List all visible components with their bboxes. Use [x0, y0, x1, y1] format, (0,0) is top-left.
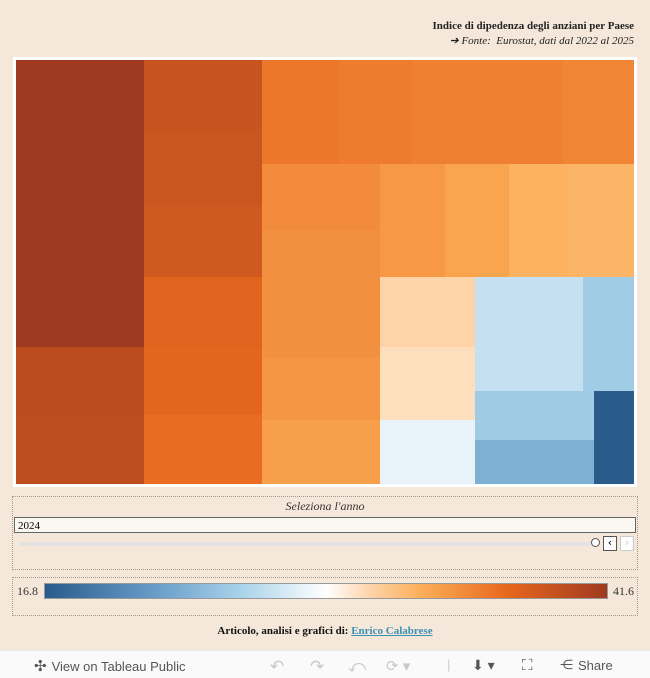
view-on-tableau-button[interactable]: ✣ View on Tableau Public: [34, 657, 186, 675]
share-label: Share: [578, 657, 613, 673]
year-filter: Seleziona l'anno 2024 ‹ ›: [12, 496, 638, 570]
refresh-icon[interactable]: ⟳ ▾: [386, 658, 411, 675]
download-icon[interactable]: ⬇ ▾: [472, 657, 495, 673]
tableau-toolbar: ✣ View on Tableau Public ↶ ↷ ⤺ ⟳ ▾ | ⬇ ▾…: [0, 650, 650, 678]
treemap-tile[interactable]: [144, 60, 262, 130]
treemap-tile[interactable]: [475, 440, 594, 484]
next-year-button[interactable]: ›: [620, 536, 634, 551]
legend-max: 41.6: [613, 584, 634, 598]
credit-text: Articolo, analisi e grafici di:: [217, 625, 349, 637]
credit-line: Articolo, analisi e grafici di: Enrico C…: [0, 625, 650, 637]
treemap-tile[interactable]: [486, 60, 562, 164]
treemap-chart: [13, 57, 637, 487]
legend-gradient: [44, 583, 608, 599]
treemap-tile[interactable]: [144, 130, 262, 205]
treemap-tile[interactable]: [380, 347, 475, 420]
treemap-tile[interactable]: [445, 164, 509, 277]
treemap-tile[interactable]: [144, 205, 262, 277]
redo-icon[interactable]: ↷: [310, 657, 325, 676]
treemap-tile[interactable]: [583, 277, 634, 391]
treemap-tile[interactable]: [380, 277, 475, 347]
dashboard-title: Indice di dipedenza degli anziani per Pa…: [433, 19, 634, 49]
treemap-tile[interactable]: [16, 60, 144, 347]
fullscreen-icon[interactable]: ⛶: [522, 657, 533, 674]
year-dropdown[interactable]: 2024: [14, 517, 636, 533]
treemap-tile[interactable]: [144, 347, 262, 415]
revert-icon[interactable]: ⤺: [348, 657, 367, 676]
source-prefix: ➔ Fonte:: [449, 35, 491, 47]
year-slider-handle[interactable]: [591, 538, 600, 547]
treemap-tile[interactable]: [568, 164, 634, 277]
title-text: Indice di dipedenza degli anziani per Pa…: [432, 20, 634, 32]
view-label: View on Tableau Public: [51, 658, 186, 674]
treemap-tile[interactable]: [338, 60, 412, 164]
treemap-tile[interactable]: [380, 420, 475, 484]
treemap-tile[interactable]: [475, 277, 583, 391]
share-button[interactable]: ⋲ Share: [560, 657, 613, 673]
tableau-logo-icon: ✣: [34, 658, 47, 675]
treemap-tile[interactable]: [412, 60, 486, 164]
treemap-tile[interactable]: [380, 164, 445, 277]
treemap-tile[interactable]: [475, 391, 594, 440]
year-filter-label: Seleziona l'anno: [285, 499, 365, 513]
treemap-tile[interactable]: [16, 415, 144, 484]
year-slider-track[interactable]: [20, 542, 595, 546]
treemap-tile[interactable]: [16, 347, 144, 415]
treemap-tile[interactable]: [262, 230, 380, 358]
treemap-tile[interactable]: [509, 164, 568, 277]
treemap-tile[interactable]: [562, 60, 634, 164]
author-link[interactable]: Enrico Calabrese: [351, 625, 433, 637]
color-legend: 16.8 41.6: [12, 577, 638, 616]
legend-min: 16.8: [17, 584, 38, 598]
source-text: Eurostat, dati dal 2022 al 2025: [496, 35, 634, 47]
prev-year-button[interactable]: ‹: [603, 536, 617, 551]
treemap-tile[interactable]: [262, 358, 380, 420]
treemap-tile[interactable]: [262, 60, 338, 164]
treemap-tile[interactable]: [262, 420, 380, 484]
treemap-tile[interactable]: [144, 277, 262, 347]
treemap-tile[interactable]: [594, 391, 634, 484]
share-icon: ⋲: [560, 657, 573, 672]
treemap-tile[interactable]: [262, 164, 380, 230]
undo-icon[interactable]: ↶: [270, 657, 285, 676]
treemap-tile[interactable]: [144, 415, 262, 484]
divider: |: [447, 657, 451, 672]
